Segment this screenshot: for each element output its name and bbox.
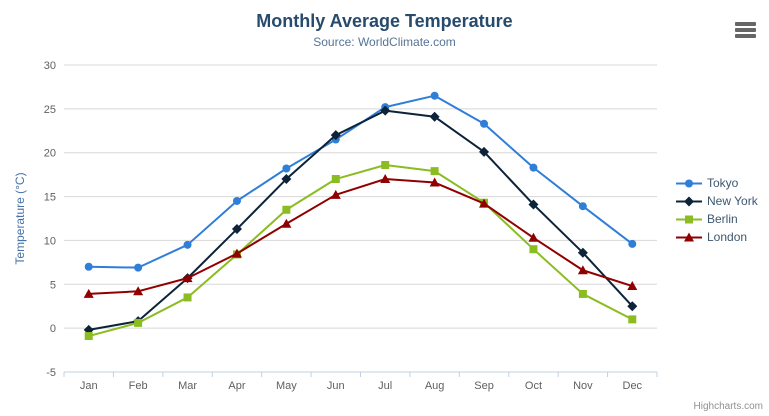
y-tick-label: 20 (44, 148, 56, 160)
series-line-tokyo (87, 94, 634, 269)
x-tick-label: Sep (474, 380, 494, 392)
x-tick-label: Nov (573, 380, 593, 392)
x-tick-label: Oct (525, 380, 542, 392)
data-point-tokyo-Jan[interactable] (84, 262, 93, 271)
data-point-berlin-Feb[interactable] (134, 318, 143, 327)
chart-subtitle: Source: WorldClimate.com (313, 35, 456, 49)
data-point-berlin-Mar[interactable] (183, 293, 192, 302)
series-line-new-york (87, 109, 634, 331)
legend-item-label: Tokyo (707, 176, 739, 190)
data-point-tokyo-Nov[interactable] (578, 202, 587, 211)
legend-item-label: New York (707, 194, 758, 208)
data-point-berlin-Oct[interactable] (529, 245, 538, 254)
series-line-london (87, 178, 634, 295)
data-point-berlin-Jun[interactable] (331, 175, 340, 184)
data-point-tokyo-Apr[interactable] (232, 196, 241, 205)
data-point-berlin-Dec[interactable] (628, 315, 637, 324)
data-point-tokyo-Feb[interactable] (134, 263, 143, 272)
data-point-london-Dec[interactable] (627, 281, 638, 291)
x-tick-label: May (276, 380, 297, 392)
legend-item-label: Berlin (707, 212, 738, 226)
legend-item-london[interactable]: London (676, 228, 758, 246)
y-tick-label: 10 (44, 235, 56, 247)
legend: Tokyo New York Berlin London (676, 174, 758, 246)
data-point-london-Feb[interactable] (133, 286, 144, 296)
data-point-new-york-Jun[interactable] (330, 130, 341, 141)
data-point-london-Apr[interactable] (231, 248, 242, 258)
data-point-new-york-May[interactable] (281, 174, 292, 185)
data-point-tokyo-Dec[interactable] (628, 239, 637, 248)
data-point-new-york-Sep[interactable] (479, 146, 490, 157)
x-tick-label: Jan (80, 380, 98, 392)
data-point-berlin-Jul[interactable] (381, 160, 390, 169)
x-tick-label: Aug (425, 380, 445, 392)
data-point-london-Jun[interactable] (330, 189, 341, 199)
data-point-new-york-Apr[interactable] (231, 224, 242, 235)
data-point-tokyo-May[interactable] (282, 164, 291, 173)
series-line-berlin (87, 163, 634, 338)
data-point-berlin-Nov[interactable] (578, 289, 587, 298)
y-axis-title: Temperature (°C) (13, 172, 27, 264)
x-tick-label: Jun (327, 380, 345, 392)
data-point-tokyo-Oct[interactable] (529, 163, 538, 172)
highcharts-credit-link[interactable]: Highcharts.com (693, 401, 763, 412)
data-point-new-york-Dec[interactable] (627, 301, 638, 312)
data-point-london-Nov[interactable] (577, 265, 588, 275)
data-point-london-Oct[interactable] (528, 232, 539, 242)
data-point-new-york-Jul[interactable] (380, 105, 391, 116)
data-point-london-May[interactable] (281, 218, 292, 228)
y-tick-label: -5 (46, 367, 56, 379)
hamburger-icon (734, 28, 756, 32)
data-point-new-york-Nov[interactable] (577, 247, 588, 258)
x-tick-label: Dec (623, 380, 643, 392)
data-point-tokyo-Sep[interactable] (480, 119, 489, 128)
data-point-tokyo-Mar[interactable] (183, 240, 192, 249)
hamburger-icon (734, 22, 756, 26)
x-tick-label: Mar (178, 380, 197, 392)
legend-item-new-york[interactable]: New York (676, 192, 758, 210)
hamburger-icon (734, 34, 756, 38)
legend-item-label: London (707, 230, 748, 244)
data-point-london-Jul[interactable] (380, 174, 391, 184)
export-menu-button[interactable] (732, 19, 758, 41)
data-point-new-york-Aug[interactable] (429, 111, 440, 122)
data-point-london-Sep[interactable] (479, 198, 490, 208)
data-point-berlin-May[interactable] (282, 205, 291, 214)
data-point-berlin-Jan[interactable] (84, 332, 93, 341)
legend-marker-diamond-icon (676, 196, 702, 206)
data-point-berlin-Aug[interactable] (430, 167, 439, 176)
data-point-london-Mar[interactable] (182, 273, 193, 283)
data-point-london-Jan[interactable] (83, 288, 94, 298)
data-point-tokyo-Aug[interactable] (430, 91, 439, 100)
chart-title: Monthly Average Temperature (256, 11, 513, 31)
y-tick-label: 25 (44, 104, 56, 116)
x-tick-label: Apr (228, 380, 245, 392)
y-tick-label: 15 (44, 192, 56, 204)
legend-marker-square-icon (676, 215, 702, 223)
data-point-london-Aug[interactable] (429, 177, 440, 187)
legend-marker-triangle-icon (676, 232, 702, 241)
y-tick-label: 5 (50, 279, 56, 291)
legend-marker-circle-icon (676, 179, 702, 187)
data-point-new-york-Oct[interactable] (528, 199, 539, 210)
y-tick-label: 0 (50, 323, 56, 335)
x-tick-label: Feb (129, 380, 148, 392)
y-tick-label: 30 (44, 60, 56, 72)
legend-item-tokyo[interactable]: Tokyo (676, 174, 758, 192)
x-tick-label: Jul (378, 380, 392, 392)
legend-item-berlin[interactable]: Berlin (676, 210, 758, 228)
